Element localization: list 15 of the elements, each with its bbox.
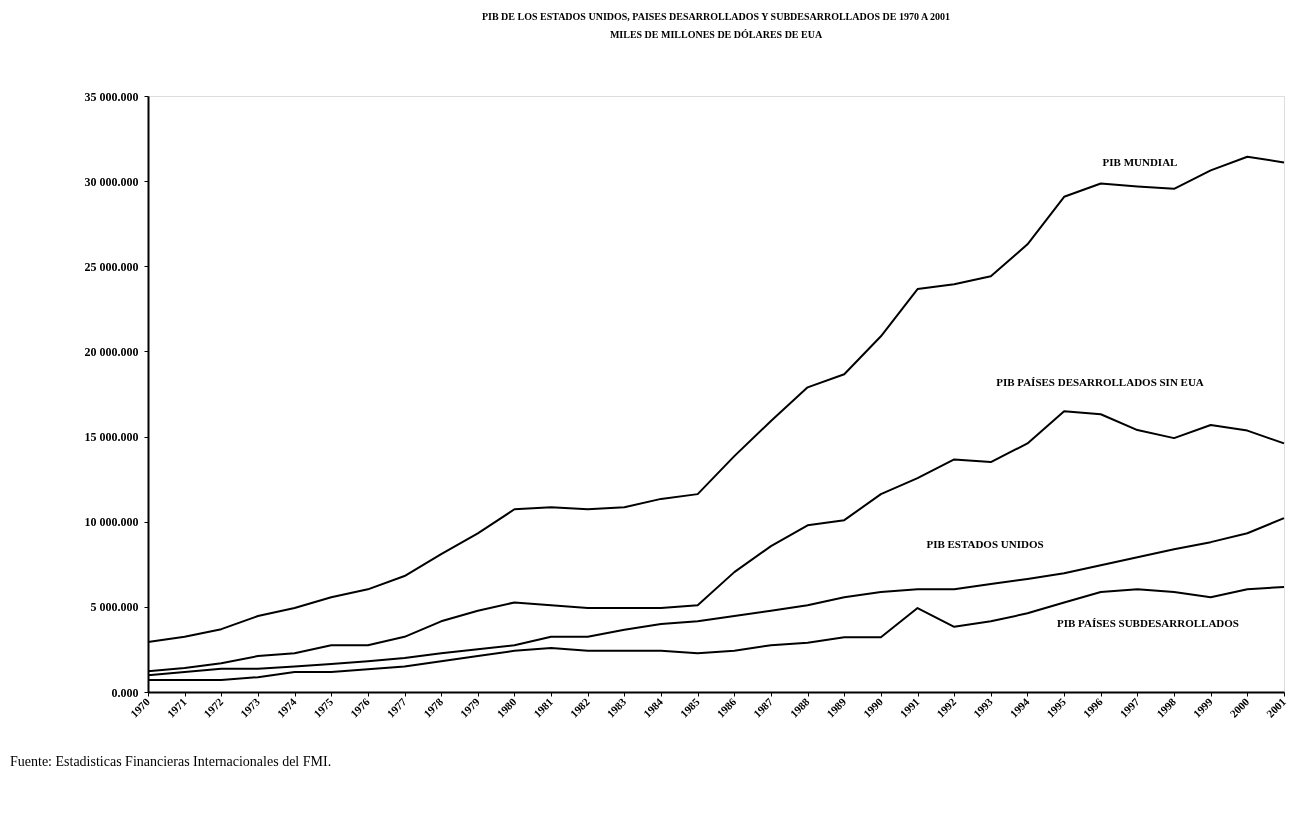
y-tick-label: 20 000.000	[84, 344, 139, 359]
y-tick-label: 30 000.000	[84, 174, 139, 189]
y-tick-label: 5 000.000	[90, 600, 139, 615]
y-tick-label: 15 000.000	[84, 430, 139, 445]
text: PIB PAÍSES DESARROLLADOS SIN EUA	[996, 376, 1204, 388]
y-tick-label: 10 000.000	[84, 515, 139, 530]
series-label: PIB MUNDIAL	[1102, 156, 1178, 168]
chart-title: PIB DE LOS ESTADOS UNIDOS, PAISES DESARROLLADOS Y SUBDESARROLLADOS DE 1970 A 2001	[481, 11, 951, 22]
text: PIB ESTADOS UNIDOS	[926, 538, 1044, 550]
chart-subtitle: MILES DE MILLONES DE DÓLARES DE EUA	[609, 29, 823, 40]
source-note: Fuente: Estadisticas Financieras Internacionales del FMI.	[10, 754, 332, 769]
series-label: PIB PAÍSES SUBDESARROLLADOS	[1057, 617, 1239, 629]
y-tick-label: 35 000.000	[84, 89, 139, 104]
y-tick-label: 0.000	[111, 685, 139, 700]
y-tick-label: 25 000.000	[84, 259, 139, 274]
